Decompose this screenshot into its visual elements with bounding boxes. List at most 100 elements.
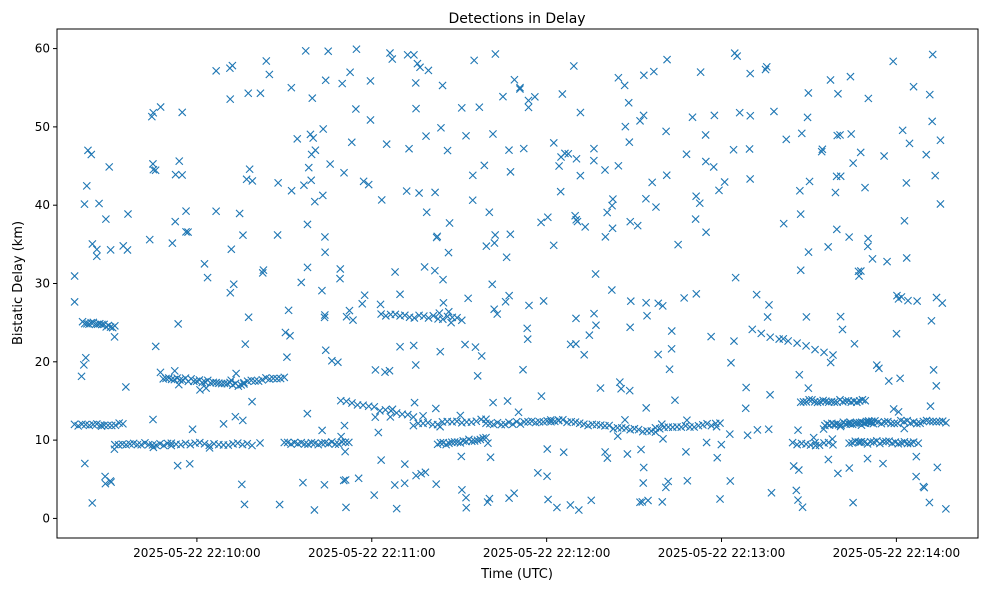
scatter-point <box>922 150 931 159</box>
scatter-point <box>626 297 635 306</box>
scatter-point <box>354 474 363 483</box>
scatter-point <box>900 216 909 225</box>
scatter-point <box>151 166 160 175</box>
scatter-point <box>543 213 552 222</box>
scatter-point <box>156 103 165 112</box>
scatter-point <box>410 313 419 322</box>
scatter-point <box>663 55 672 64</box>
scatter-point <box>913 297 922 306</box>
scatter-point <box>880 418 889 427</box>
scatter-point <box>848 420 857 429</box>
scatter-point <box>782 135 791 144</box>
scatter-point <box>327 437 336 446</box>
scatter-point <box>100 421 109 430</box>
scatter-point <box>97 320 106 329</box>
scatter-point <box>203 273 212 282</box>
scatter-point <box>310 197 319 206</box>
scatter-point <box>416 63 424 72</box>
scatter-point <box>438 81 447 90</box>
scatter-point <box>433 420 442 429</box>
scatter-point <box>926 402 935 411</box>
scatter-point <box>297 278 306 287</box>
x-tick-label: 2025-05-22 22:14:00 <box>833 546 960 560</box>
scatter-point <box>733 52 742 61</box>
scatter-point <box>333 358 342 367</box>
scatter-point <box>764 425 773 434</box>
scatter-point <box>535 417 544 426</box>
scatter-point <box>493 418 502 427</box>
scatter-point <box>558 415 567 424</box>
scatter-point <box>788 438 797 447</box>
scatter-point <box>795 186 804 195</box>
scatter-point <box>392 504 401 513</box>
scatter-point <box>662 171 671 180</box>
scatter-point <box>533 468 542 477</box>
scatter-point <box>624 98 633 107</box>
scatter-point <box>861 183 870 192</box>
scatter-point <box>321 76 330 85</box>
scatter-point <box>806 441 815 450</box>
scatter-point <box>178 108 187 117</box>
scatter-point <box>510 75 519 84</box>
scatter-point <box>341 447 350 456</box>
scatter-point <box>452 417 461 426</box>
scatter-point <box>359 177 368 186</box>
scatter-point <box>804 384 813 393</box>
scatter-point <box>433 232 442 241</box>
scatter-point <box>439 298 448 307</box>
scatter-point <box>883 257 892 266</box>
scatter-point <box>920 483 929 492</box>
scatter-point <box>525 301 533 310</box>
scatter-point <box>725 430 734 439</box>
scatter-point <box>826 75 835 84</box>
scatter-point <box>497 420 506 429</box>
scatter-point <box>265 70 274 79</box>
scatter-point <box>79 360 88 369</box>
scatter-point <box>845 233 854 242</box>
scatter-point <box>92 252 101 261</box>
scatter-point <box>505 291 514 300</box>
scatter-point <box>614 161 623 170</box>
scatter-point <box>501 297 510 306</box>
x-tick-label: 2025-05-22 22:13:00 <box>658 546 785 560</box>
scatter-point <box>293 134 302 143</box>
scatter-point <box>605 421 614 430</box>
scatter-point <box>470 56 479 65</box>
scatter-point <box>371 365 380 374</box>
scatter-point <box>874 364 883 373</box>
scatter-point <box>794 426 803 435</box>
scatter-point <box>717 440 726 449</box>
scatter-point <box>941 504 950 513</box>
scatter-point <box>411 78 420 87</box>
scatter-point <box>720 178 729 187</box>
scatter-point <box>238 416 247 425</box>
scatter-point <box>431 188 440 197</box>
scatter-point <box>505 494 514 503</box>
scatter-point <box>530 92 539 101</box>
scatter-point <box>928 50 937 59</box>
scatter-point <box>637 445 646 454</box>
scatter-point <box>552 503 561 512</box>
scatter-point <box>423 418 432 427</box>
scatter-point <box>396 290 405 299</box>
scatter-point <box>936 199 945 208</box>
scatter-point <box>636 116 645 125</box>
scatter-point <box>729 337 738 346</box>
scatter-point <box>419 312 428 321</box>
scatter-point <box>412 104 421 113</box>
scatter-point <box>769 107 778 116</box>
scatter-point <box>506 230 515 239</box>
scatter-point <box>838 325 847 334</box>
scatter-point <box>123 245 132 254</box>
scatter-point <box>438 315 447 324</box>
scatter-point <box>479 434 488 443</box>
scatter-point <box>310 505 319 514</box>
scatter-point <box>174 319 183 328</box>
scatter-point <box>385 49 394 58</box>
scatter-point <box>303 409 312 418</box>
scatter-point <box>716 494 725 503</box>
scatter-point <box>811 345 820 354</box>
scatter-point <box>422 208 431 217</box>
scatter-point <box>344 438 353 447</box>
x-axis-ticks: 2025-05-22 22:10:00 2025-05-22 22:11:00 20… <box>133 538 960 560</box>
